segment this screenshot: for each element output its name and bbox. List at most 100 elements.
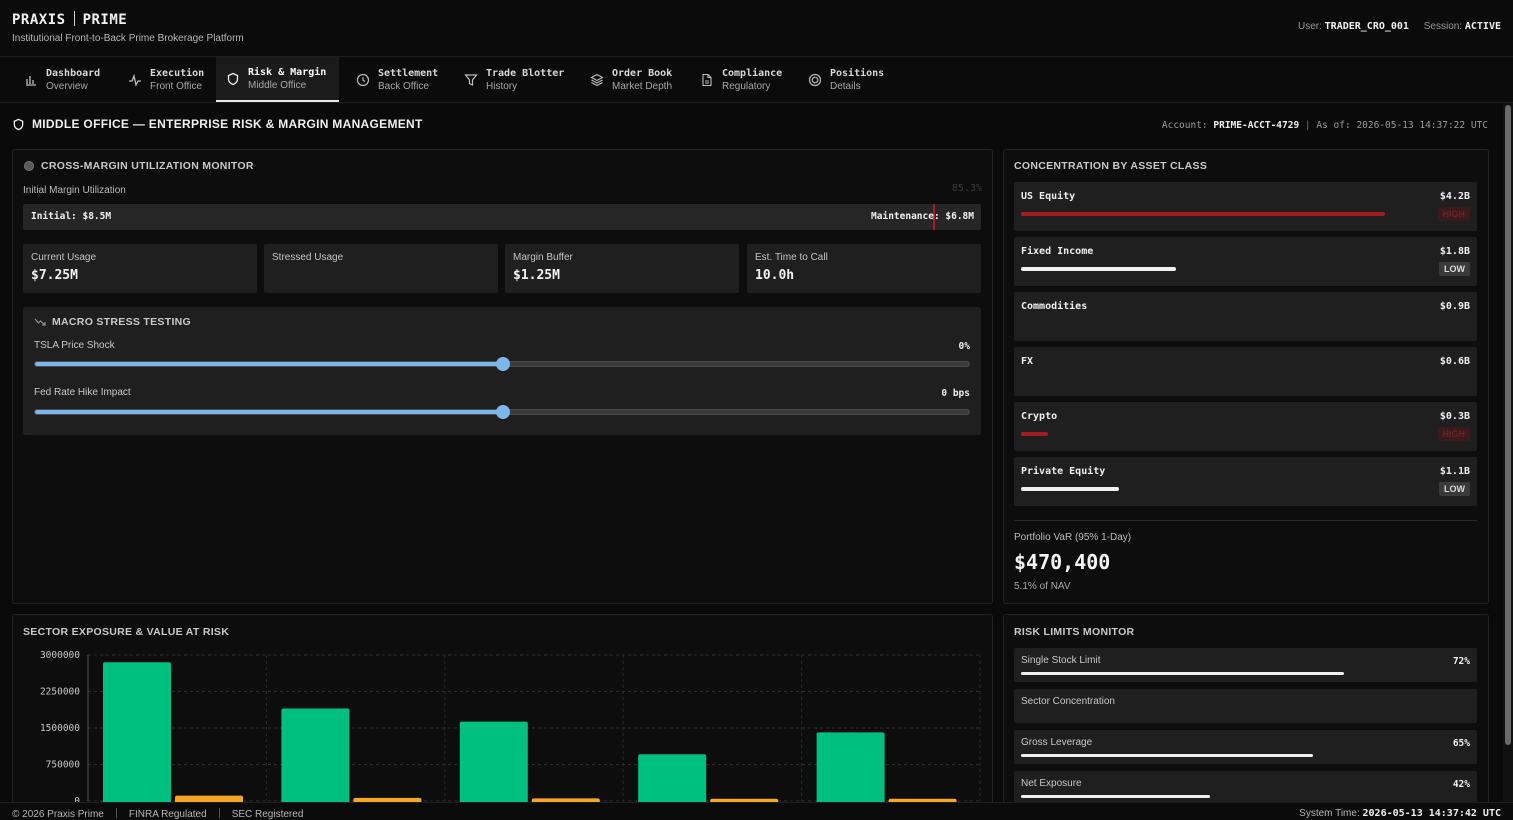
asset-class-name: FX — [1021, 356, 1034, 367]
var-value: $470,400 — [1014, 550, 1111, 574]
risk-limit-row: Sector Concentration — [1014, 689, 1477, 723]
asset-class-name: Crypto — [1021, 411, 1058, 422]
maintenance-margin: Maintenance: $6.8M — [871, 211, 974, 222]
asset-class-value: $0.3B — [1439, 411, 1470, 422]
user-label: User: — [1297, 21, 1322, 32]
asset-class-item: Commodities $0.9B — [1014, 292, 1477, 341]
shield-icon — [13, 118, 24, 130]
concentration-panel: CONCENTRATION BY ASSET CLASS Portfolio V… — [1003, 149, 1489, 604]
kpi-stressed-usage: Stressed Usage — [264, 244, 498, 293]
tab-compliance[interactable]: Compliance Regulatory — [690, 57, 796, 102]
panel-title: CROSS-MARGIN UTILIZATION MONITOR — [41, 160, 254, 172]
initial-margin: Initial: $8.5M — [31, 211, 112, 222]
user-session-info: User: TRADER_CRO_001 Session: ACTIVE — [1298, 21, 1501, 32]
target-icon — [808, 73, 822, 86]
system-time: 2026-05-13 14:37:42 UTC — [1362, 808, 1501, 819]
tab-trade-blotter[interactable]: Trade Blotter History — [454, 57, 578, 102]
tab-positions[interactable]: Positions Details — [798, 57, 896, 102]
slider-fill — [35, 410, 503, 414]
tsla-shock-slider[interactable] — [34, 357, 970, 371]
slider-thumb[interactable] — [496, 357, 510, 371]
risk-badge: HIGH — [1437, 207, 1470, 221]
tab-title: Order Book — [612, 67, 673, 79]
slider-thumb[interactable] — [496, 405, 510, 419]
risk-limit-row: Gross Leverage 65% — [1014, 730, 1477, 764]
slider-fill — [35, 362, 503, 366]
asset-class-name: Commodities — [1021, 301, 1088, 312]
finra-label: FINRA Regulated — [128, 809, 207, 820]
limit-name: Single Stock Limit — [1021, 655, 1101, 666]
asset-class-item: US Equity $4.2B HIGH — [1014, 182, 1477, 231]
asset-class-item: Private Equity $1.1B LOW — [1014, 457, 1477, 506]
main-nav-tabs: Dashboard Overview Execution Front Office … — [0, 57, 1513, 103]
tab-title: Settlement — [378, 67, 439, 79]
sector-bar-chart: 3000000 2250000 1500000 750000 0 — [40, 650, 981, 805]
scrollbar-thumb[interactable] — [1505, 105, 1511, 745]
tab-settlement[interactable]: Settlement Back Office — [346, 57, 454, 102]
limit-value: 72% — [1452, 656, 1470, 667]
asset-class-item: Crypto $0.3B HIGH — [1014, 402, 1477, 451]
y-tick-label: 0 — [74, 796, 80, 805]
kpi-label: Margin Buffer — [513, 252, 573, 263]
utilization-percent: 85.3% — [951, 183, 982, 194]
user-value: TRADER_CRO_001 — [1324, 21, 1409, 32]
risk-badge: LOW — [1439, 482, 1470, 496]
panel-title: SECTOR EXPOSURE & VALUE AT RISK — [23, 626, 230, 638]
margin-monitor-panel: CROSS-MARGIN UTILIZATION MONITOR Initial… — [12, 149, 993, 604]
top-bar: PRAXIS PRIME Institutional Front-to-Back … — [0, 0, 1513, 57]
tab-subtitle: Regulatory — [722, 80, 771, 92]
exposure-bar — [816, 732, 885, 805]
footer-right: System Time: 2026-05-13 14:37:42 UTC — [1299, 808, 1501, 819]
y-tick-label: 2250000 — [40, 687, 80, 698]
page-scrollbar[interactable] — [1503, 103, 1513, 802]
session-label: Session: — [1423, 21, 1463, 32]
copyright: © 2026 Praxis Prime — [12, 809, 104, 820]
asset-class-item: FX $0.6B — [1014, 347, 1477, 396]
document-icon — [702, 73, 712, 86]
tab-dashboard[interactable]: Dashboard Overview — [14, 57, 118, 102]
asset-class-value: $0.6B — [1439, 356, 1470, 367]
tab-risk-margin[interactable]: Risk & Margin Middle Office — [216, 57, 339, 102]
clock-icon — [356, 73, 370, 86]
system-time-label: System Time: — [1299, 808, 1360, 819]
asset-class-name: Private Equity — [1021, 466, 1106, 477]
tab-title: Positions — [830, 67, 885, 79]
kpi-margin-buffer: Margin Buffer $1.25M — [505, 244, 739, 293]
stress-testing-box: MACRO STRESS TESTING TSLA Price Shock 0%… — [23, 307, 981, 435]
footer: © 2026 Praxis Prime FINRA Regulated SEC Re… — [0, 802, 1513, 820]
section-title-text: MIDDLE OFFICE — ENTERPRISE RISK & MARGIN… — [32, 117, 423, 131]
layers-icon — [590, 73, 604, 86]
session-status: ACTIVE — [1464, 21, 1501, 32]
trending-down-icon — [34, 318, 46, 326]
tab-subtitle: Middle Office — [248, 79, 307, 91]
y-tick-label: 3000000 — [40, 650, 80, 661]
asof-label: As of: — [1316, 120, 1351, 131]
kpi-value: $7.25M — [31, 268, 78, 283]
panel-title: CONCENTRATION BY ASSET CLASS — [1014, 160, 1208, 172]
limit-bar — [1021, 795, 1210, 798]
kpi-time-to-call: Est. Time to Call 10.0h — [747, 244, 981, 293]
fed-rate-slider[interactable] — [34, 405, 970, 419]
divider — [1014, 520, 1477, 521]
limit-bar — [1021, 754, 1313, 757]
slider-value-tsla: 0% — [958, 341, 970, 352]
stress-title: MACRO STRESS TESTING — [34, 316, 191, 328]
risk-limit-row: Single Stock Limit 72% — [1014, 648, 1477, 682]
tab-execution[interactable]: Execution Front Office — [118, 57, 216, 102]
limit-value: 65% — [1452, 738, 1470, 749]
exposure-bar — [638, 754, 707, 805]
var-label: Portfolio VaR (95% 1-Day) — [1014, 532, 1132, 543]
panel-title: RISK LIMITS MONITOR — [1014, 626, 1135, 638]
limit-name: Net Exposure — [1021, 778, 1082, 789]
risk-badge: HIGH — [1437, 427, 1470, 441]
concentration-bar — [1021, 212, 1385, 216]
kpi-label: Stressed Usage — [272, 252, 344, 263]
tab-order-book[interactable]: Order Book Market Depth — [580, 57, 690, 102]
bar-chart-icon — [26, 75, 36, 86]
risk-limits-panel: RISK LIMITS MONITOR Single Stock Limit 72… — [1003, 614, 1489, 814]
section-title: MIDDLE OFFICE — ENTERPRISE RISK & MARGIN… — [12, 117, 423, 131]
limit-name: Gross Leverage — [1021, 737, 1093, 748]
asset-class-item: Fixed Income $1.8B LOW — [1014, 237, 1477, 286]
maintenance-marker — [933, 204, 935, 230]
limit-value: 42% — [1452, 779, 1470, 790]
